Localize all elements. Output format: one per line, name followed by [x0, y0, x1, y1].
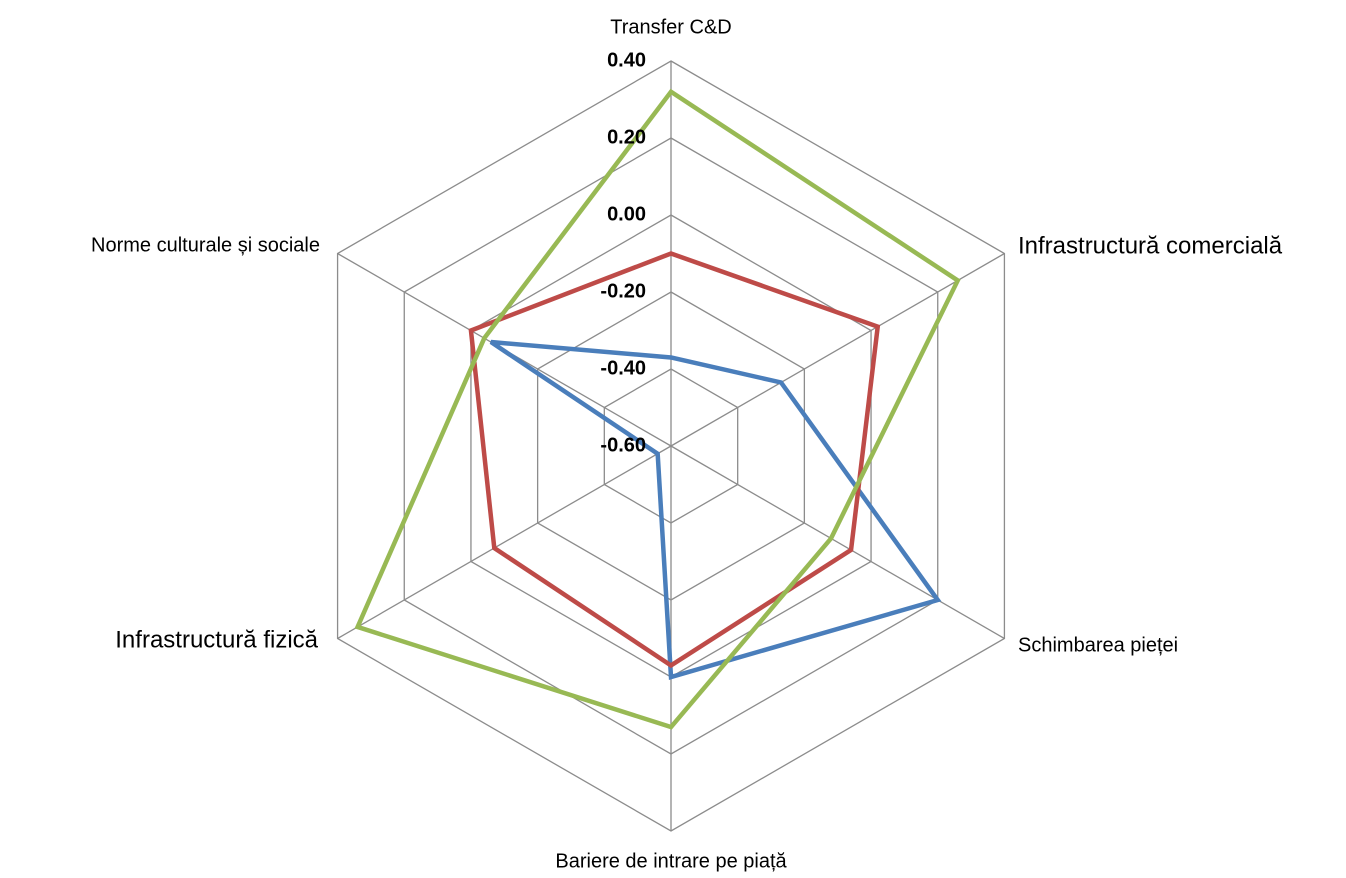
spoke — [670, 445, 1005, 640]
category-label: Infrastructură fizică — [115, 626, 318, 653]
category-label: Norme culturale și sociale — [91, 234, 320, 256]
spoke — [670, 252, 1005, 447]
series-line — [489, 339, 942, 680]
y-tick-label: 0.40 — [607, 49, 646, 71]
series-line — [468, 251, 881, 669]
category-label: Transfer C&D — [610, 16, 732, 38]
series-line — [354, 88, 961, 730]
spoke — [337, 445, 672, 640]
category-label: Bariere de intrare pe piață — [555, 850, 787, 872]
category-label: Schimbarea pieței — [1018, 634, 1178, 656]
y-tick-label: 0.20 — [607, 126, 646, 148]
y-tick-label: -0.40 — [600, 357, 646, 379]
category-label: Infrastructură comercială — [1018, 232, 1283, 259]
y-tick-label: -0.20 — [600, 280, 646, 302]
y-tick-label: -0.60 — [600, 434, 646, 456]
y-tick-label: 0.00 — [607, 203, 646, 225]
